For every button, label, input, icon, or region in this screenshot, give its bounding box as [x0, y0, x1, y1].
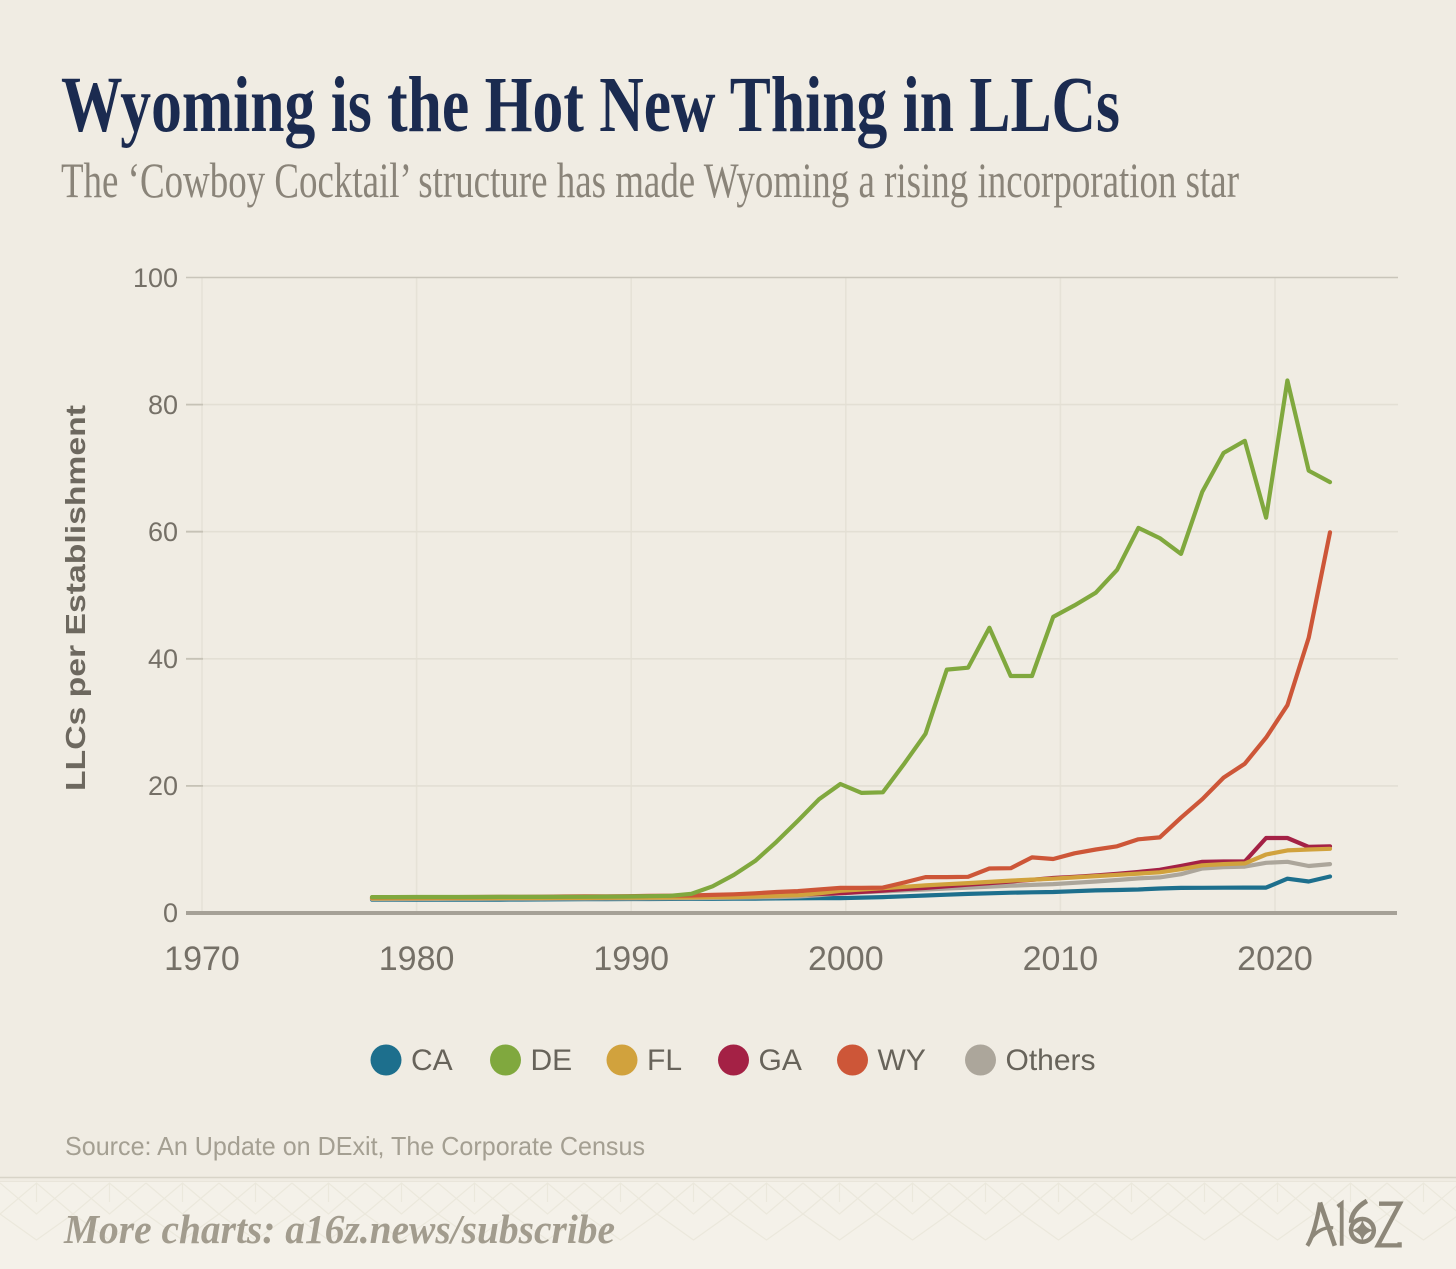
svg-text:Wyoming is the Hot New Thing i: Wyoming is the Hot New Thing in LLCs: [61, 62, 1120, 149]
svg-text:80: 80: [148, 390, 178, 420]
svg-text:1970: 1970: [164, 940, 240, 978]
svg-text:20: 20: [148, 771, 178, 801]
svg-text:0: 0: [163, 898, 178, 928]
svg-text:100: 100: [133, 263, 178, 293]
svg-text:CA: CA: [411, 1044, 453, 1077]
svg-text:2020: 2020: [1237, 940, 1313, 978]
svg-text:More charts: a16z.news/subscri: More charts: a16z.news/subscribe: [63, 1206, 615, 1252]
svg-text:DE: DE: [531, 1044, 573, 1077]
svg-text:FL: FL: [647, 1044, 682, 1077]
svg-text:40: 40: [148, 644, 178, 674]
svg-text:Source: An Update on DExit, Th: Source: An Update on DExit, The Corporat…: [65, 1131, 645, 1161]
svg-text:2000: 2000: [808, 940, 884, 978]
svg-text:60: 60: [148, 517, 178, 547]
svg-text:1990: 1990: [593, 940, 669, 978]
svg-text:WY: WY: [878, 1044, 926, 1077]
svg-text:1980: 1980: [379, 940, 455, 978]
svg-text:Others: Others: [1006, 1044, 1096, 1077]
svg-text:2010: 2010: [1023, 940, 1099, 978]
svg-text:LLCs per Establishment: LLCs per Establishment: [60, 405, 91, 791]
svg-text:GA: GA: [759, 1044, 802, 1077]
svg-text:The ‘Cowboy Cocktail’ structur: The ‘Cowboy Cocktail’ structure has made…: [61, 152, 1239, 208]
